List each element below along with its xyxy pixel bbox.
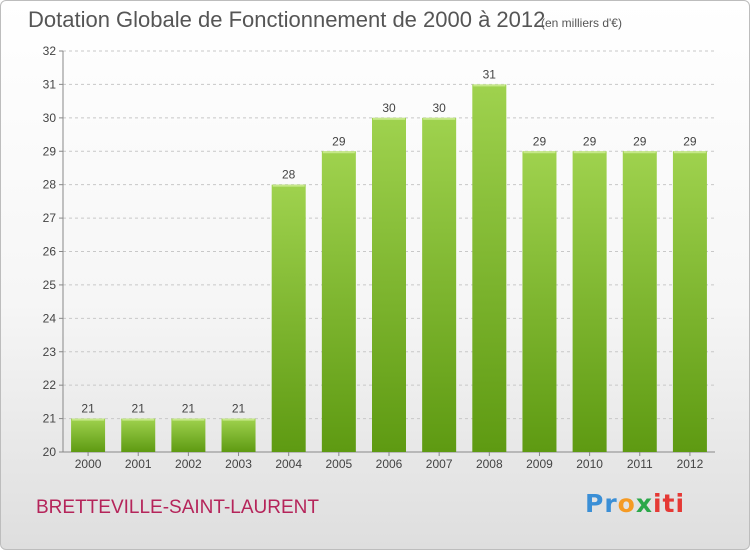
data-label: 21 — [132, 402, 146, 416]
x-tick-label: 2011 — [627, 457, 653, 471]
axes: 20 21 22 23 24 25 26 27 28 29 30 31 32 2000 2001 2002 20… — [43, 44, 715, 471]
data-label: 21 — [232, 402, 246, 416]
y-tick-label: 24 — [43, 311, 57, 325]
y-tick-label: 21 — [43, 412, 57, 426]
data-label: 29 — [583, 134, 597, 148]
bar — [422, 117, 457, 452]
y-tick-label: 23 — [43, 345, 57, 359]
x-tick-label: 2009 — [526, 457, 553, 471]
bar — [372, 117, 406, 452]
bar-highlight — [473, 84, 506, 87]
proxiti-logo[interactable]: Proxiti — [585, 489, 685, 518]
y-tick-label: 22 — [43, 378, 57, 392]
bar — [522, 151, 557, 452]
data-label: 29 — [633, 134, 647, 148]
bar — [472, 84, 507, 453]
bar-highlight — [72, 418, 105, 421]
bar — [171, 418, 206, 452]
bar-highlight — [122, 418, 155, 421]
bar-highlight — [373, 117, 405, 120]
x-tick-label: 2010 — [576, 457, 603, 471]
logo-part-2: o — [617, 489, 636, 518]
y-tick-label: 29 — [43, 144, 57, 158]
logo-part-3: x — [635, 489, 653, 518]
data-label: 21 — [81, 402, 95, 416]
data-label: 30 — [382, 101, 396, 115]
logo-part-4: iti — [652, 489, 686, 518]
x-tick-label: 2001 — [125, 457, 152, 471]
chart-unit-label: (en milliers d'€) — [541, 16, 622, 30]
y-tick-label: 31 — [43, 77, 57, 91]
data-label: 31 — [483, 67, 497, 81]
x-tick-label: 2008 — [476, 457, 503, 471]
y-tick-label: 32 — [43, 44, 57, 58]
y-tick-label: 28 — [43, 178, 57, 192]
data-label: 29 — [332, 134, 346, 148]
bar-highlight — [222, 418, 255, 421]
commune-name: BRETTEVILLE-SAINT-LAURENT — [36, 497, 319, 518]
data-label: 30 — [432, 101, 446, 115]
x-tick-label: 2012 — [677, 457, 704, 471]
bars — [71, 84, 707, 453]
data-label: 29 — [683, 134, 697, 148]
chart-title: Dotation Globale de Fonctionnement de 20… — [28, 7, 546, 32]
data-label: 29 — [533, 134, 547, 148]
bar-highlight — [673, 151, 706, 154]
bar-highlight — [523, 151, 556, 154]
logo-part-1: Pr — [585, 489, 618, 518]
bar — [71, 418, 106, 452]
bar — [321, 151, 356, 452]
bar — [221, 418, 256, 452]
y-tick-label: 27 — [43, 211, 57, 225]
data-label: 28 — [282, 168, 296, 182]
bar-highlight — [423, 117, 456, 120]
bar — [672, 151, 707, 452]
labels: 21 21 21 21 28 29 30 30 31 29 29 29 29 — [81, 67, 697, 415]
x-tick-label: 2005 — [325, 457, 352, 471]
x-tick-label: 2003 — [225, 457, 252, 471]
bar-highlight — [172, 418, 205, 421]
bar — [121, 418, 156, 452]
bar — [271, 184, 306, 452]
bar — [572, 151, 607, 452]
x-tick-label: 2000 — [75, 457, 102, 471]
x-tick-label: 2002 — [175, 457, 202, 471]
bar-highlight — [322, 151, 355, 154]
bar — [622, 151, 657, 452]
bar-highlight — [573, 151, 606, 154]
y-tick-label: 26 — [43, 245, 57, 259]
y-tick-label: 20 — [43, 445, 57, 459]
x-tick-label: 2006 — [376, 457, 403, 471]
data-label: 21 — [182, 402, 196, 416]
x-tick-label: 2007 — [426, 457, 453, 471]
bar-highlight — [623, 151, 656, 154]
y-tick-label: 30 — [43, 111, 57, 125]
x-tick-label: 2004 — [275, 457, 302, 471]
y-tick-label: 25 — [43, 278, 57, 292]
bar-highlight — [272, 184, 305, 187]
